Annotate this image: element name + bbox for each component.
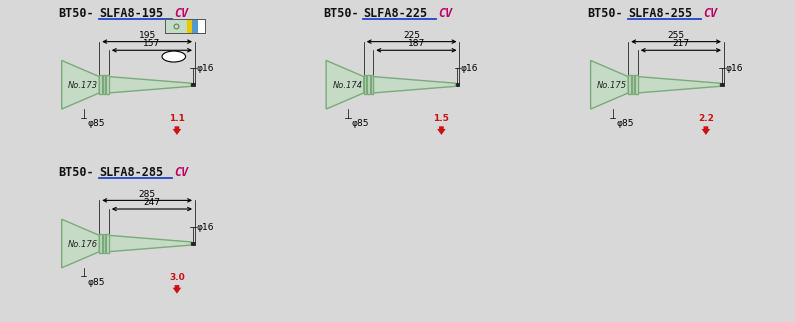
- Bar: [456, 83, 460, 87]
- Bar: [99, 75, 102, 94]
- Text: 3.0: 3.0: [169, 273, 184, 282]
- Text: SLFA8-225: SLFA8-225: [363, 7, 428, 20]
- Text: φ16: φ16: [461, 64, 479, 73]
- FancyArrow shape: [701, 126, 710, 135]
- Text: SLFA8-285: SLFA8-285: [99, 166, 163, 179]
- Bar: [191, 242, 195, 245]
- Bar: [370, 75, 374, 94]
- Bar: [187, 19, 192, 33]
- Bar: [191, 83, 195, 87]
- Text: 285: 285: [138, 190, 156, 198]
- FancyArrow shape: [437, 126, 446, 135]
- Polygon shape: [326, 61, 364, 109]
- Bar: [364, 75, 366, 94]
- Bar: [192, 19, 198, 33]
- Text: 157: 157: [143, 39, 161, 48]
- Text: φ16: φ16: [196, 223, 214, 232]
- Text: φ85: φ85: [351, 119, 369, 128]
- Text: No.174: No.174: [332, 81, 363, 90]
- Bar: [103, 75, 106, 94]
- Text: BT50-: BT50-: [59, 166, 94, 179]
- Text: 225: 225: [403, 31, 420, 40]
- Polygon shape: [62, 61, 99, 109]
- Bar: [107, 234, 109, 253]
- Text: φ16: φ16: [725, 64, 743, 73]
- FancyArrow shape: [173, 285, 181, 294]
- Text: BT50-: BT50-: [323, 7, 359, 20]
- Text: φ85: φ85: [87, 278, 105, 287]
- Text: BT50-: BT50-: [588, 7, 623, 20]
- Polygon shape: [374, 77, 456, 93]
- Bar: [165, 19, 187, 33]
- Text: CV: CV: [174, 166, 188, 179]
- Text: No.176: No.176: [68, 240, 98, 249]
- Text: 2.2: 2.2: [698, 115, 714, 124]
- Bar: [107, 75, 109, 94]
- Text: SLFA8-255: SLFA8-255: [628, 7, 692, 20]
- Text: t=4: t=4: [165, 52, 182, 61]
- Ellipse shape: [162, 51, 185, 62]
- Text: 1.5: 1.5: [433, 115, 449, 124]
- Text: SLFA8-195: SLFA8-195: [99, 7, 163, 20]
- Text: 187: 187: [408, 39, 425, 48]
- Bar: [165, 19, 205, 33]
- Text: 195: 195: [138, 31, 156, 40]
- Bar: [628, 75, 631, 94]
- Bar: [367, 75, 370, 94]
- Bar: [635, 75, 638, 94]
- Text: 255: 255: [668, 31, 684, 40]
- Text: φ85: φ85: [87, 119, 105, 128]
- Bar: [99, 234, 102, 253]
- Polygon shape: [591, 61, 628, 109]
- Text: CV: CV: [703, 7, 717, 20]
- Text: CV: CV: [174, 7, 188, 20]
- Text: φ16: φ16: [196, 64, 214, 73]
- Bar: [103, 234, 106, 253]
- Polygon shape: [638, 77, 720, 93]
- Text: φ85: φ85: [616, 119, 634, 128]
- Bar: [165, 19, 205, 33]
- FancyArrow shape: [173, 126, 181, 135]
- Text: 247: 247: [143, 198, 161, 207]
- Polygon shape: [62, 219, 99, 268]
- Text: 217: 217: [673, 39, 689, 48]
- Text: No.175: No.175: [597, 81, 627, 90]
- Text: CV: CV: [438, 7, 452, 20]
- Text: No.173: No.173: [68, 81, 98, 90]
- Text: BT50-: BT50-: [59, 7, 94, 20]
- Bar: [632, 75, 634, 94]
- Bar: [720, 83, 724, 87]
- Polygon shape: [109, 77, 191, 93]
- Polygon shape: [109, 235, 191, 252]
- Text: 1.1: 1.1: [169, 115, 185, 124]
